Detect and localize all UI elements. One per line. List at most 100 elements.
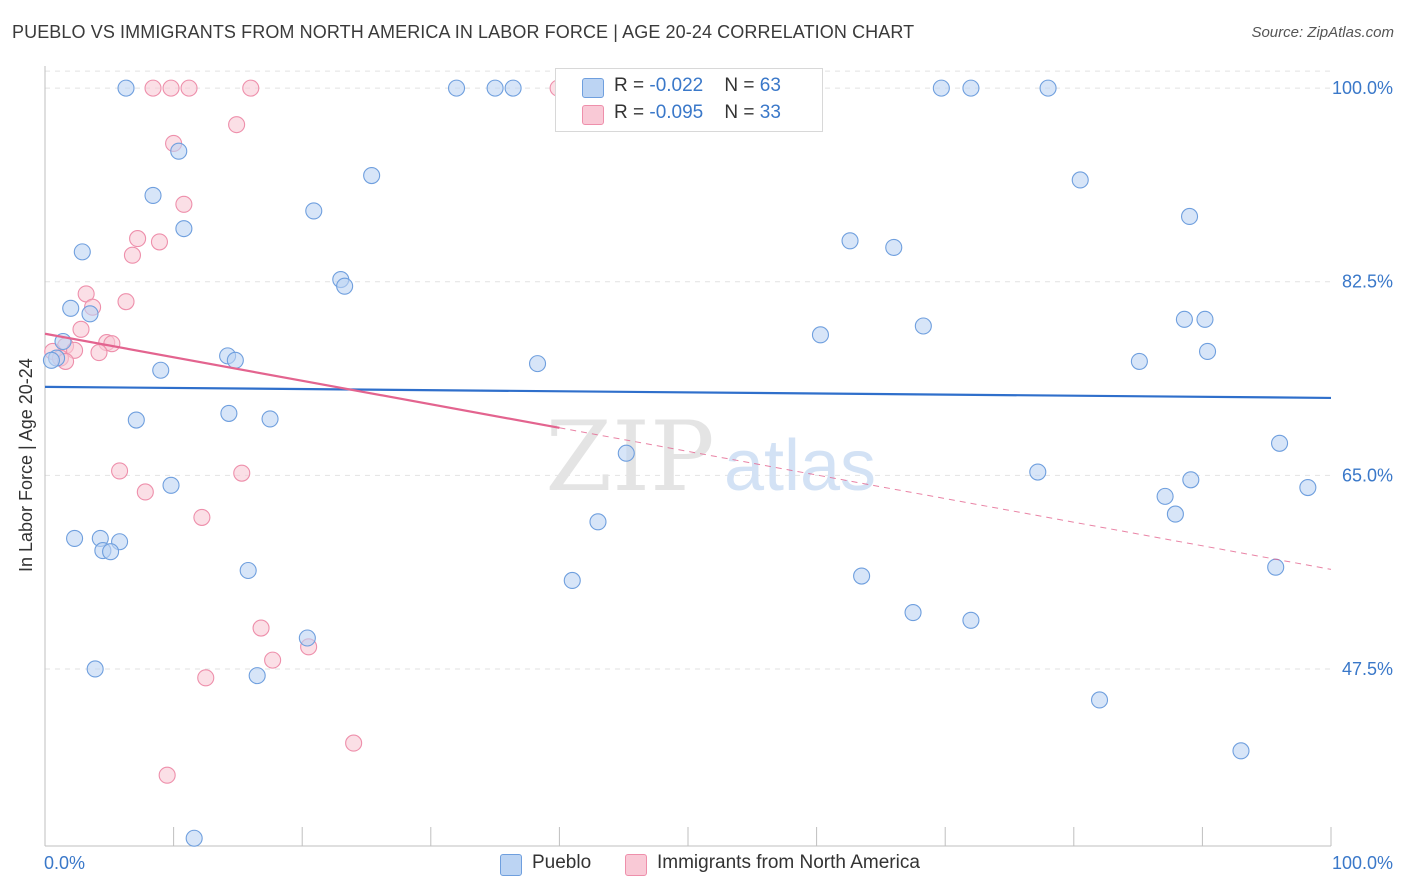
immigrants-point: [264, 651, 282, 669]
immigrants-points: [44, 79, 567, 784]
immigrants-point: [150, 233, 169, 251]
pueblo-point: [1156, 487, 1174, 505]
immigrants-point: [180, 79, 198, 97]
pueblo-point: [62, 299, 80, 317]
immigrants-point: [144, 79, 162, 97]
pueblo-point: [305, 202, 323, 220]
pueblo-point: [248, 667, 266, 685]
x-tick-label: 0.0%: [44, 853, 85, 873]
pueblo-point: [1180, 207, 1199, 226]
immigrants-point: [136, 483, 154, 501]
pueblo-point: [853, 567, 871, 585]
pueblo-point: [1090, 691, 1109, 709]
pueblo-trend-line: [44, 385, 1332, 400]
chart-title: PUEBLO VS IMMIGRANTS FROM NORTH AMERICA …: [12, 22, 915, 42]
pueblo-point: [363, 166, 381, 185]
immigrants-swatch: [582, 105, 604, 125]
y-tick-label: 65.0%: [1342, 465, 1393, 485]
immigrants-r-label: R =: [614, 102, 650, 123]
y-tick-label: 47.5%: [1342, 659, 1393, 679]
pueblo-point: [528, 355, 547, 373]
pueblo-point: [962, 611, 980, 629]
pueblo-point: [162, 476, 180, 494]
pueblo-point: [1299, 478, 1317, 497]
pueblo-point: [336, 277, 354, 295]
pueblo-point: [1271, 434, 1289, 452]
immigrants-point: [90, 344, 108, 362]
pueblo-point: [175, 220, 193, 238]
pueblo-point: [239, 561, 257, 580]
immigrants-point: [345, 734, 363, 752]
pueblo-point: [42, 351, 60, 369]
pueblo-point: [66, 529, 84, 547]
axes: [44, 66, 1332, 847]
pueblo-point: [1166, 505, 1184, 523]
immigrants-point: [193, 508, 211, 526]
pueblo-point: [185, 829, 203, 847]
pueblo-point: [86, 660, 104, 678]
bottom-pueblo-swatch: [500, 854, 522, 876]
legend-immigrants-text: R = -0.095 N = 33: [614, 102, 781, 124]
immigrants-point: [66, 341, 84, 359]
pueblo-point: [1175, 310, 1193, 328]
immigrants-point: [162, 79, 180, 97]
pueblo-point: [504, 79, 522, 97]
immigrants-point: [233, 464, 251, 482]
immigrants-point: [117, 293, 135, 311]
pueblo-point: [1196, 310, 1214, 328]
pueblo-point: [73, 243, 91, 261]
immigrants-point: [111, 462, 129, 480]
pueblo-point: [144, 186, 162, 204]
pueblo-n-value: 63: [759, 75, 781, 96]
immigrants-point: [175, 195, 193, 213]
pueblo-point: [914, 317, 932, 335]
immigrants-point: [197, 669, 215, 687]
pueblo-point: [932, 79, 950, 97]
pueblo-r-value: -0.022: [649, 75, 704, 96]
pueblo-point: [563, 571, 581, 590]
y-tick-label: 100.0%: [1332, 78, 1393, 98]
pueblo-point: [102, 543, 120, 561]
pueblo-point: [226, 351, 244, 369]
immigrants-point: [123, 246, 141, 264]
pueblo-point: [220, 404, 238, 422]
pueblo-point: [904, 604, 922, 622]
pueblo-point: [962, 79, 980, 97]
pueblo-point: [1039, 79, 1057, 97]
pueblo-point: [152, 361, 170, 379]
pueblo-point: [1198, 342, 1217, 360]
immigrants-point: [228, 116, 246, 134]
trend-lines: [44, 332, 1332, 570]
pueblo-point: [589, 513, 607, 531]
immigrants-point: [242, 79, 260, 97]
stats-legend: R = -0.022 N = 63 R = -0.095 N = 33: [555, 68, 823, 132]
legend-pueblo-text: R = -0.022 N = 63: [614, 75, 781, 97]
y-tick-label: 82.5%: [1342, 272, 1393, 292]
pueblo-n-label: N =: [724, 75, 760, 96]
pueblo-point: [486, 79, 504, 97]
immigrants-point: [72, 320, 90, 338]
pueblo-point: [811, 326, 830, 344]
y-axis-label: In Labor Force | Age 20-24: [16, 358, 36, 572]
pueblo-points: [42, 79, 1317, 847]
immigrants-n-value: 33: [759, 102, 781, 123]
pueblo-point: [841, 232, 859, 250]
immigrants-trend-line: [44, 332, 560, 429]
pueblo-point: [81, 305, 99, 323]
pueblo-point: [1232, 742, 1250, 760]
pueblo-point: [447, 79, 466, 97]
watermark-atlas: atlas: [724, 426, 876, 506]
immigrants-point: [129, 230, 147, 248]
pueblo-point: [885, 238, 903, 256]
pueblo-point: [170, 142, 188, 160]
immigrants-r-value: -0.095: [649, 102, 704, 123]
pueblo-point: [1182, 471, 1200, 489]
watermark: ZIP atlas: [545, 401, 876, 513]
bottom-immigrants-swatch: [625, 854, 647, 876]
pueblo-point: [1267, 558, 1285, 576]
pueblo-point: [1029, 463, 1047, 481]
pueblo-r-label: R =: [614, 75, 650, 96]
bottom-pueblo-label: Pueblo: [532, 852, 592, 873]
bottom-immigrants-label: Immigrants from North America: [657, 852, 920, 873]
